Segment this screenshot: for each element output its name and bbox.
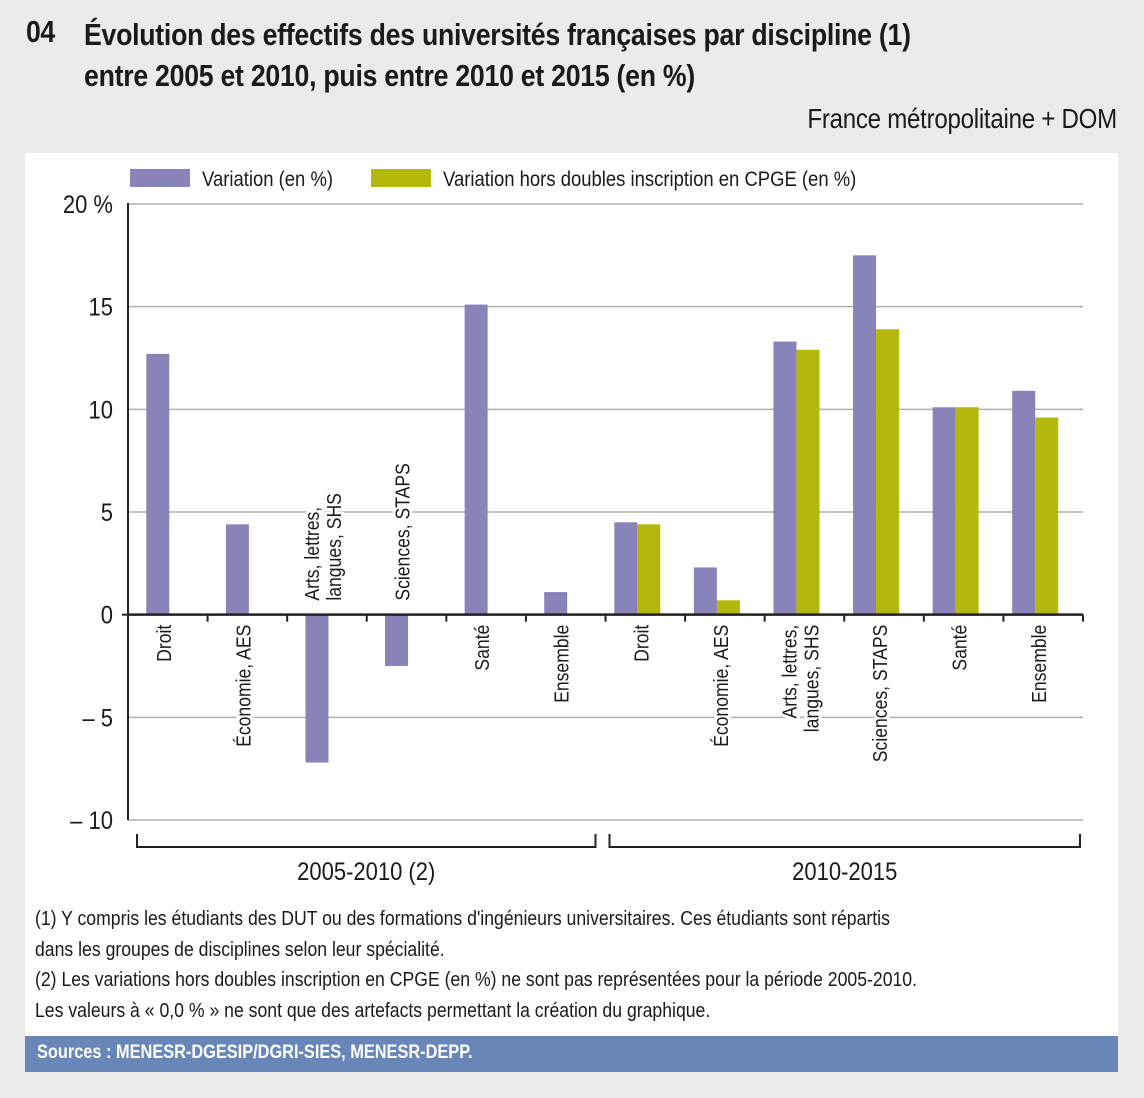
bar-variation <box>614 522 638 615</box>
category-label-halo: langues, SHS <box>800 625 822 733</box>
category-label: Droit <box>153 624 175 662</box>
bar-variation <box>146 353 170 615</box>
legend-label: Variation hors doubles inscription en CP… <box>443 168 856 191</box>
category-label-halo: langues, SHS <box>323 493 345 601</box>
category-label: Arts, lettres, <box>301 507 323 601</box>
category-label: langues, SHS <box>323 493 345 601</box>
category-label-halo: Sciences, STAPS <box>869 625 891 763</box>
category-label: Arts, lettres, <box>778 625 800 719</box>
category-label-halo: Arts, lettres, <box>778 625 800 719</box>
category-label: langues, SHS <box>800 625 822 733</box>
bar-variation <box>932 407 956 615</box>
y-tick-label: 10 <box>89 396 113 424</box>
bar-variation <box>544 592 568 615</box>
y-tick-label: 20 % <box>63 191 113 219</box>
bar-variation <box>773 341 797 615</box>
bar-variation <box>1012 390 1036 615</box>
geographic-scope: France métropolitaine + DOM <box>807 103 1117 134</box>
category-label: Santé <box>949 625 971 671</box>
category-label-halo: Ensemble <box>551 625 573 703</box>
sources-text: Sources : MENESR-DGESIP/DGRI-SIES, MENES… <box>37 1042 473 1063</box>
category-label: Sciences, STAPS <box>869 625 891 763</box>
period-label: 2005-2010 (2) <box>297 858 435 886</box>
category-label-halo: Santé <box>471 625 493 671</box>
bars <box>146 255 1059 763</box>
gridlines <box>128 203 1083 821</box>
bar-variation <box>464 304 488 615</box>
footnote-line: (1) Y compris les étudiants des DUT ou d… <box>35 907 890 930</box>
category-label: Ensemble <box>551 625 573 703</box>
category-label-halo: Arts, lettres, <box>301 507 323 601</box>
bar-variation <box>693 567 717 615</box>
period-label: 2010-2015 <box>792 858 897 886</box>
footnotes: (1) Y compris les étudiants des DUT ou d… <box>35 904 1119 1026</box>
category-label: Droit <box>630 624 652 662</box>
figure-number: 04 <box>26 14 55 49</box>
bar-variation <box>385 614 409 666</box>
bar-variation <box>225 524 249 615</box>
bar-variation <box>853 255 877 615</box>
legend-label: Variation (en %) <box>202 168 333 191</box>
period-bracket <box>608 834 1081 848</box>
bar-variation-hors-cpge <box>796 349 820 615</box>
title-line-2: entre 2005 et 2010, puis entre 2010 et 2… <box>84 58 695 93</box>
category-label-halo: Santé <box>949 625 971 671</box>
legend-swatch <box>130 169 190 187</box>
category-label-halo: Sciences, STAPS <box>391 463 413 601</box>
category-label: Économie, AES <box>710 625 732 747</box>
y-tick-label: 15 <box>89 293 113 321</box>
footnote-line: Les valeurs à « 0,0 % » ne sont que des … <box>35 998 711 1022</box>
period-bracket <box>136 834 597 848</box>
bar-variation-hors-cpge <box>637 524 661 615</box>
title-line-1: Évolution des effectifs des universités … <box>84 17 911 52</box>
category-label-halo: Économie, AES <box>232 625 254 747</box>
category-label: Santé <box>471 625 493 671</box>
bar-variation-hors-cpge <box>716 600 740 615</box>
y-tick-label: – 10 <box>70 807 113 835</box>
legend-swatch <box>371 169 431 187</box>
category-label: Économie, AES <box>232 625 254 747</box>
bar-variation-hors-cpge <box>955 407 979 615</box>
y-tick-label: 0 <box>101 601 113 629</box>
category-labels: Droit Droit Économie, AES Économie, AES Arts… <box>150 460 1053 765</box>
category-label-halo: Ensemble <box>1028 625 1050 703</box>
bar-variation <box>305 614 329 763</box>
axes <box>122 203 1084 820</box>
y-tick-labels: 20 % 15 10 5 0 – 5 – 10 <box>63 191 113 835</box>
category-label-halo: Droit <box>630 624 652 662</box>
category-label: Sciences, STAPS <box>391 463 413 601</box>
footnote-line: (2) Les variations hors doubles inscript… <box>35 968 918 991</box>
legend: Variation (en %) Variation hors doubles i… <box>130 168 856 191</box>
bar-variation-hors-cpge <box>876 329 900 615</box>
bar-variation-hors-cpge <box>1035 417 1059 615</box>
y-tick-label: 5 <box>101 499 113 527</box>
figure-title: Évolution des effectifs des universités … <box>84 14 1073 96</box>
sources-bar: Sources : MENESR-DGESIP/DGRI-SIES, MENES… <box>25 1036 1118 1072</box>
category-label-halo: Droit <box>153 624 175 662</box>
category-label-halo: Économie, AES <box>710 625 732 747</box>
footnote-line: dans les groupes de disciplines selon le… <box>35 937 445 961</box>
y-tick-label: – 5 <box>82 704 113 732</box>
category-label: Ensemble <box>1028 625 1050 703</box>
period-brackets: 2005-2010 (2) 2010-2015 <box>136 834 1081 886</box>
bar-chart: Droit Droit Économie, AES Économie, AES Arts… <box>63 168 1084 886</box>
